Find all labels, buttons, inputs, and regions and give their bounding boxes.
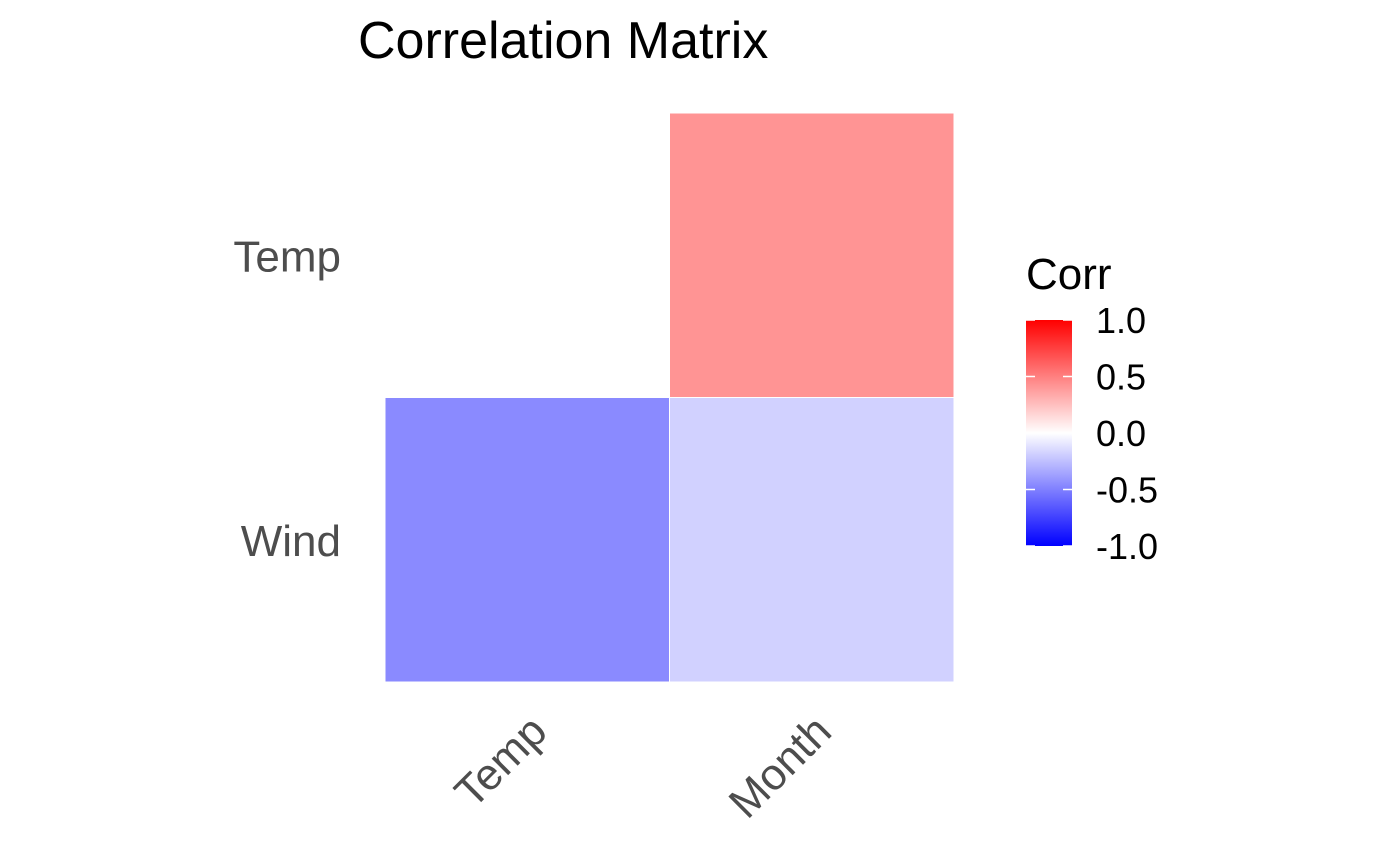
- y-tick-label-wind: Wind: [241, 517, 341, 566]
- legend-tick-label: 1.0: [1096, 300, 1146, 341]
- heatmap-cell-temp-month: [669, 112, 955, 398]
- legend: Corr 1.0 0.5 0.0 -0.5 -1.0: [1026, 250, 1158, 567]
- x-tick-label-temp: Temp: [446, 706, 557, 817]
- legend-title: Corr: [1026, 250, 1112, 299]
- heatmap-cell-wind-temp: [384, 397, 670, 683]
- y-tick-label-temp: Temp: [233, 232, 341, 281]
- chart-title: Correlation Matrix: [358, 12, 768, 70]
- x-tick-label-month: Month: [720, 706, 841, 827]
- x-axis-labels: Temp Month: [446, 706, 841, 827]
- legend-tick-label: 0.5: [1096, 357, 1146, 398]
- legend-ticks: 1.0 0.5 0.0 -0.5 -1.0: [1026, 300, 1158, 567]
- legend-tick-label: 0.0: [1096, 413, 1146, 454]
- y-axis-labels: Temp Wind: [233, 232, 341, 566]
- legend-tick-label: -1.0: [1096, 526, 1158, 567]
- heatmap-cell-wind-month: [669, 397, 955, 683]
- heatmap-cells: [384, 112, 955, 683]
- legend-tick-label: -0.5: [1096, 470, 1158, 511]
